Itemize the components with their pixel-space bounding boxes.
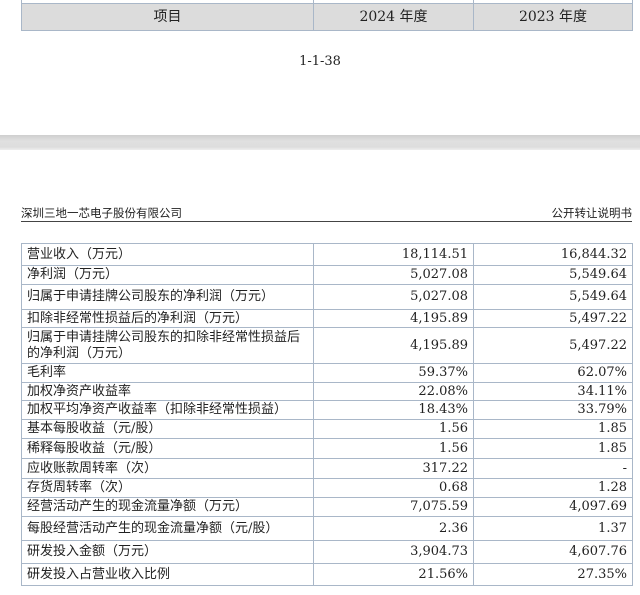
row-2023: 5,497.22 <box>473 309 633 328</box>
row-2024: 59.37% <box>313 363 474 383</box>
row-2023: 4,097.69 <box>473 497 633 517</box>
row-2024: 5,027.08 <box>313 284 474 310</box>
table-row: 归属于申请挂牌公司股东的扣除非经常性损益后的净利润（万元） 4,195.89 5,4… <box>21 327 633 364</box>
table-row: 每股经营活动产生的现金流量净额（元/股） 2.36 1.37 <box>21 516 633 541</box>
table-row: 加权平均净资产收益率（扣除非经常性损益） 18.43% 33.79% <box>21 400 633 420</box>
row-2024: 1.56 <box>313 419 474 439</box>
row-2024: 21.56% <box>313 563 474 586</box>
header-rule <box>21 221 632 222</box>
row-2024: 18,114.51 <box>313 243 474 266</box>
row-2023: 4,607.76 <box>473 540 633 564</box>
row-2023: 1.85 <box>473 419 633 439</box>
header-2024: 2024 年度 <box>313 3 474 31</box>
row-2023: 1.37 <box>473 516 633 541</box>
document-type: 公开转让说明书 <box>551 206 633 220</box>
table-row: 营业收入（万元） 18,114.51 16,844.32 <box>21 243 633 266</box>
row-item: 归属于申请挂牌公司股东的净利润（万元） <box>21 284 314 310</box>
row-item: 研发投入占营业收入比例 <box>21 563 314 586</box>
row-2024: 1.56 <box>313 438 474 459</box>
row-2023: 16,844.32 <box>473 243 633 266</box>
financial-indicators-table: 营业收入（万元） 18,114.51 16,844.32 净利润（万元） 5,027.0… <box>21 243 633 586</box>
table-header-row: 项目 2024 年度 2023 年度 <box>21 3 633 31</box>
row-2023: 62.07% <box>473 363 633 383</box>
row-item: 扣除非经常性损益后的净利润（万元） <box>21 309 314 328</box>
row-2023: 5,549.64 <box>473 284 633 310</box>
row-2024: 5,027.08 <box>313 265 474 285</box>
row-item: 毛利率 <box>21 363 314 383</box>
row-2023: 1.85 <box>473 438 633 459</box>
row-2023: 34.11% <box>473 382 633 401</box>
table-row: 稀释每股收益（元/股） 1.56 1.85 <box>21 438 633 459</box>
table-row: 加权净资产收益率 22.08% 34.11% <box>21 382 633 401</box>
row-item: 营业收入（万元） <box>21 243 314 266</box>
table-row: 应收账款周转率（次） 317.22- <box>21 458 633 479</box>
row-2023: 5,497.22 <box>473 327 633 364</box>
row-2023: 27.35% <box>473 563 633 586</box>
row-item: 应收账款周转率（次） <box>21 458 314 479</box>
row-2023: 33.79% <box>473 400 633 420</box>
header-2023: 2023 年度 <box>473 3 633 31</box>
row-item: 稀释每股收益（元/股） <box>21 438 314 459</box>
row-item: 每股经营活动产生的现金流量净额（元/股） <box>21 516 314 541</box>
row-item: 经营活动产生的现金流量净额（万元） <box>21 497 314 517</box>
row-2023: - <box>473 458 633 479</box>
row-2024: 4,195.89 <box>313 309 474 328</box>
row-2023: 5,549.64 <box>473 265 633 285</box>
page1-table: 项目 2024 年度 2023 年度 <box>21 0 633 31</box>
page-number: 1-1-38 <box>299 54 341 69</box>
table-row: 研发投入金额（万元） 3,904.73 4,607.76 <box>21 540 633 564</box>
table-row: 扣除非经常性损益后的净利润（万元） 4,195.89 5,497.22 <box>21 309 633 328</box>
row-2024: 3,904.73 <box>313 540 474 564</box>
row-item: 加权净资产收益率 <box>21 382 314 401</box>
table-row: 净利润（万元） 5,027.08 5,549.64 <box>21 265 633 285</box>
row-item: 基本每股收益（元/股） <box>21 419 314 439</box>
page-break <box>0 135 640 150</box>
row-2024: 4,195.89 <box>313 327 474 364</box>
table-row: 基本每股收益（元/股） 1.56 1.85 <box>21 419 633 439</box>
row-2024: 317.22 <box>313 458 474 479</box>
table-row: 毛利率 59.37% 62.07% <box>21 363 633 383</box>
table-row: 经营活动产生的现金流量净额（万元） 7,075.59 4,097.69 <box>21 497 633 517</box>
table-row: 存货周转率（次） 0.68 1.28 <box>21 478 633 498</box>
row-item: 加权平均净资产收益率（扣除非经常性损益） <box>21 400 314 420</box>
table-row: 研发投入占营业收入比例 21.56% 27.35% <box>21 563 633 586</box>
row-item: 研发投入金额（万元） <box>21 540 314 564</box>
company-name: 深圳三地一芯电子股份有限公司 <box>21 206 182 220</box>
row-2024: 0.68 <box>313 478 474 498</box>
row-2024: 7,075.59 <box>313 497 474 517</box>
row-2023: 1.28 <box>473 478 633 498</box>
row-2024: 2.36 <box>313 516 474 541</box>
row-item: 存货周转率（次） <box>21 478 314 498</box>
header-item: 项目 <box>21 3 314 31</box>
row-2024: 22.08% <box>313 382 474 401</box>
row-item: 净利润（万元） <box>21 265 314 285</box>
table-row: 归属于申请挂牌公司股东的净利润（万元） 5,027.08 5,549.64 <box>21 284 633 310</box>
row-2024: 18.43% <box>313 400 474 420</box>
row-item: 归属于申请挂牌公司股东的扣除非经常性损益后的净利润（万元） <box>21 327 314 364</box>
